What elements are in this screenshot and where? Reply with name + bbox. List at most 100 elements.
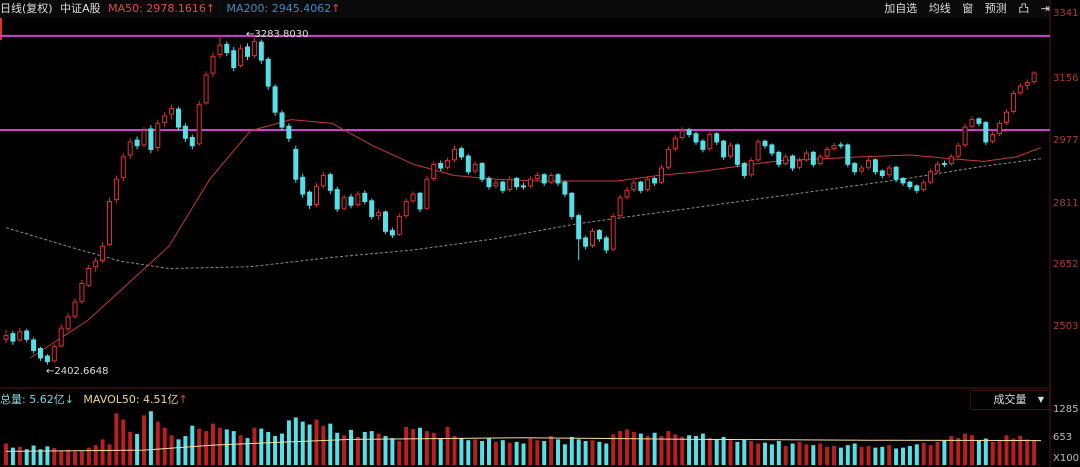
candle-body <box>879 170 885 176</box>
volume-bar <box>4 443 8 465</box>
volume-bar <box>811 445 816 465</box>
chart-header: 日线(复权) 中证A股 MA50: 2978.1616↑ MA200: 2945… <box>0 0 1050 18</box>
volume-bar <box>556 439 560 465</box>
volume-bar <box>728 440 733 465</box>
candle-body <box>610 215 616 250</box>
moving-average-button[interactable]: 均线 <box>928 2 951 15</box>
volume-bar <box>66 449 71 465</box>
volume-tick-label: 1285 <box>1053 404 1079 415</box>
expand-icon[interactable]: ⇥ <box>1040 2 1050 15</box>
volume-bar <box>142 415 146 465</box>
volume-bar <box>59 450 64 465</box>
volume-bar <box>680 436 685 465</box>
candle-body <box>997 122 1003 135</box>
volume-bar <box>217 427 222 465</box>
candle-body <box>10 333 16 342</box>
candle-body <box>541 174 547 184</box>
candle-body <box>410 193 416 202</box>
volume-bar <box>280 433 284 465</box>
volume-bar <box>625 429 629 465</box>
volume-bar <box>901 447 905 465</box>
volume-bar <box>487 438 491 465</box>
volume-bar <box>300 421 305 465</box>
indicator-dropdown-label: 成交量 <box>993 393 1027 406</box>
layout-icon[interactable]: 凸 <box>1018 2 1030 15</box>
volume-bar <box>1032 440 1037 465</box>
volume-bar <box>507 442 512 465</box>
candle-body <box>272 86 278 113</box>
volume-bar <box>976 440 981 465</box>
candle-body <box>376 212 382 217</box>
candle-body <box>217 44 223 55</box>
volume-bar <box>673 434 678 465</box>
candle-body <box>472 163 478 172</box>
candle-body <box>948 156 954 165</box>
volume-bar <box>638 433 643 465</box>
candle-body <box>941 163 947 166</box>
volume-bar <box>763 442 767 465</box>
volume-bar <box>424 431 429 465</box>
volume-bar <box>721 436 726 465</box>
candle-body <box>438 163 444 169</box>
volume-bar <box>714 439 719 465</box>
volume-bar <box>707 438 712 465</box>
candle-body <box>583 237 589 247</box>
volume-bar <box>790 443 795 465</box>
indicator-dropdown[interactable]: 成交量 ▼ <box>970 390 1050 410</box>
chart-period-title[interactable]: 日线(复权) <box>0 2 53 15</box>
candle-body <box>38 348 43 359</box>
high-value: 3283.8030 <box>254 29 309 40</box>
volume-bar <box>645 436 650 465</box>
low-annotation: ←2402.6648 <box>46 366 109 377</box>
volume-bar <box>963 433 968 465</box>
volume-bar <box>135 433 140 465</box>
volume-bar <box>418 427 422 465</box>
candle-body <box>983 122 989 143</box>
volume-bar <box>990 441 995 465</box>
candle-body <box>700 140 706 150</box>
volume-bar <box>224 429 229 465</box>
volume-bar <box>514 441 519 465</box>
y-tick-label: 2811 <box>1053 198 1079 209</box>
volume-bar <box>38 449 43 465</box>
volume-bar <box>659 436 664 465</box>
add-watchlist-button[interactable]: 加自选 <box>884 2 918 15</box>
window-button[interactable]: 窗 <box>962 2 974 15</box>
volume-bar <box>197 428 202 465</box>
volume-bar <box>355 436 360 465</box>
candle-body <box>155 122 161 149</box>
candle-body <box>624 189 630 198</box>
forecast-button[interactable]: 预测 <box>984 2 1007 15</box>
volume-bar <box>231 431 236 465</box>
volume-bar <box>597 441 602 465</box>
volume-bar <box>431 432 436 465</box>
volume-bar <box>983 438 988 465</box>
volume-bar <box>45 446 50 465</box>
volume-bar <box>493 441 498 465</box>
volume-bar <box>825 446 830 465</box>
candle-body <box>907 181 913 188</box>
ma200-line <box>5 158 1042 270</box>
volume-bar <box>362 431 367 465</box>
candle-body <box>189 136 195 147</box>
candle-body <box>659 167 664 183</box>
candle-body <box>548 174 554 183</box>
volume-bar <box>473 439 478 465</box>
volume-bar <box>797 441 802 465</box>
volume-unit-label: X100 <box>1053 453 1079 464</box>
candle-body <box>797 160 802 168</box>
candle-body <box>17 331 23 341</box>
volume-bar <box>259 428 264 465</box>
candle-body <box>452 148 457 161</box>
candle-body <box>596 230 602 240</box>
volume-bar <box>1011 438 1016 465</box>
volume-bar <box>73 451 77 465</box>
candle-body <box>976 118 982 124</box>
volume-bar <box>866 445 871 465</box>
candle-body <box>176 108 181 128</box>
candle-body <box>265 58 271 87</box>
candle-body <box>320 174 326 187</box>
candle-body <box>803 152 809 161</box>
candle-body <box>617 197 623 217</box>
